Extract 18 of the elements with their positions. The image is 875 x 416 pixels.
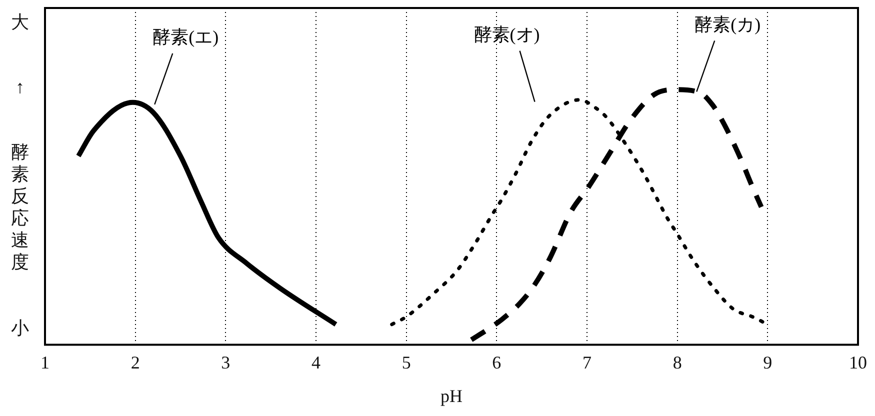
x-tick-label: 4 — [312, 352, 320, 372]
text: 酵素(カ) — [694, 14, 761, 34]
x-tick-label: 10 — [849, 352, 867, 372]
text: 大 — [11, 11, 29, 34]
x-tick-label: 7 — [582, 352, 592, 372]
x-tick-label: 6 — [492, 352, 502, 372]
x-tick-label: 8 — [672, 352, 682, 372]
x-tick-label: 2 — [130, 352, 140, 372]
text: 酵素(エ) — [152, 27, 219, 48]
y-axis-title: 酵素反応速度 — [11, 141, 29, 273]
x-axis-title: pH — [440, 386, 462, 406]
x-tick-label: 5 — [402, 352, 411, 372]
x-tick-label: 1 — [40, 352, 50, 372]
x-tick-label: 3 — [221, 352, 230, 372]
text: ↑ — [16, 77, 24, 98]
text: 小 — [11, 317, 29, 340]
text: 酵素(オ) — [474, 24, 540, 45]
x-tick-label: 9 — [763, 352, 772, 372]
